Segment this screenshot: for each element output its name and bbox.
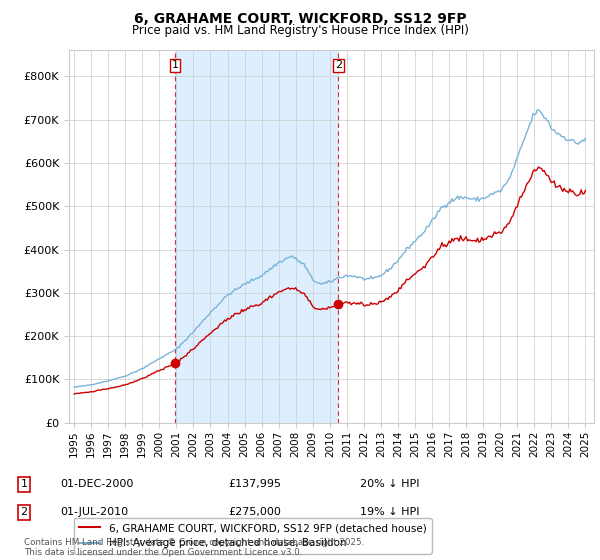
Text: 20% ↓ HPI: 20% ↓ HPI: [360, 479, 419, 489]
Text: £275,000: £275,000: [228, 507, 281, 517]
Text: 1: 1: [20, 479, 28, 489]
Text: 01-JUL-2010: 01-JUL-2010: [60, 507, 128, 517]
Text: 19% ↓ HPI: 19% ↓ HPI: [360, 507, 419, 517]
Text: 1: 1: [172, 60, 178, 71]
Text: Contains HM Land Registry data © Crown copyright and database right 2025.
This d: Contains HM Land Registry data © Crown c…: [24, 538, 364, 557]
Legend: 6, GRAHAME COURT, WICKFORD, SS12 9FP (detached house), HPI: Average price, detac: 6, GRAHAME COURT, WICKFORD, SS12 9FP (de…: [74, 518, 431, 553]
Text: 01-DEC-2000: 01-DEC-2000: [60, 479, 133, 489]
Text: £137,995: £137,995: [228, 479, 281, 489]
Text: Price paid vs. HM Land Registry's House Price Index (HPI): Price paid vs. HM Land Registry's House …: [131, 24, 469, 36]
Text: 2: 2: [20, 507, 28, 517]
Text: 2: 2: [335, 60, 342, 71]
Text: 6, GRAHAME COURT, WICKFORD, SS12 9FP: 6, GRAHAME COURT, WICKFORD, SS12 9FP: [134, 12, 466, 26]
Bar: [175, 50, 338, 423]
